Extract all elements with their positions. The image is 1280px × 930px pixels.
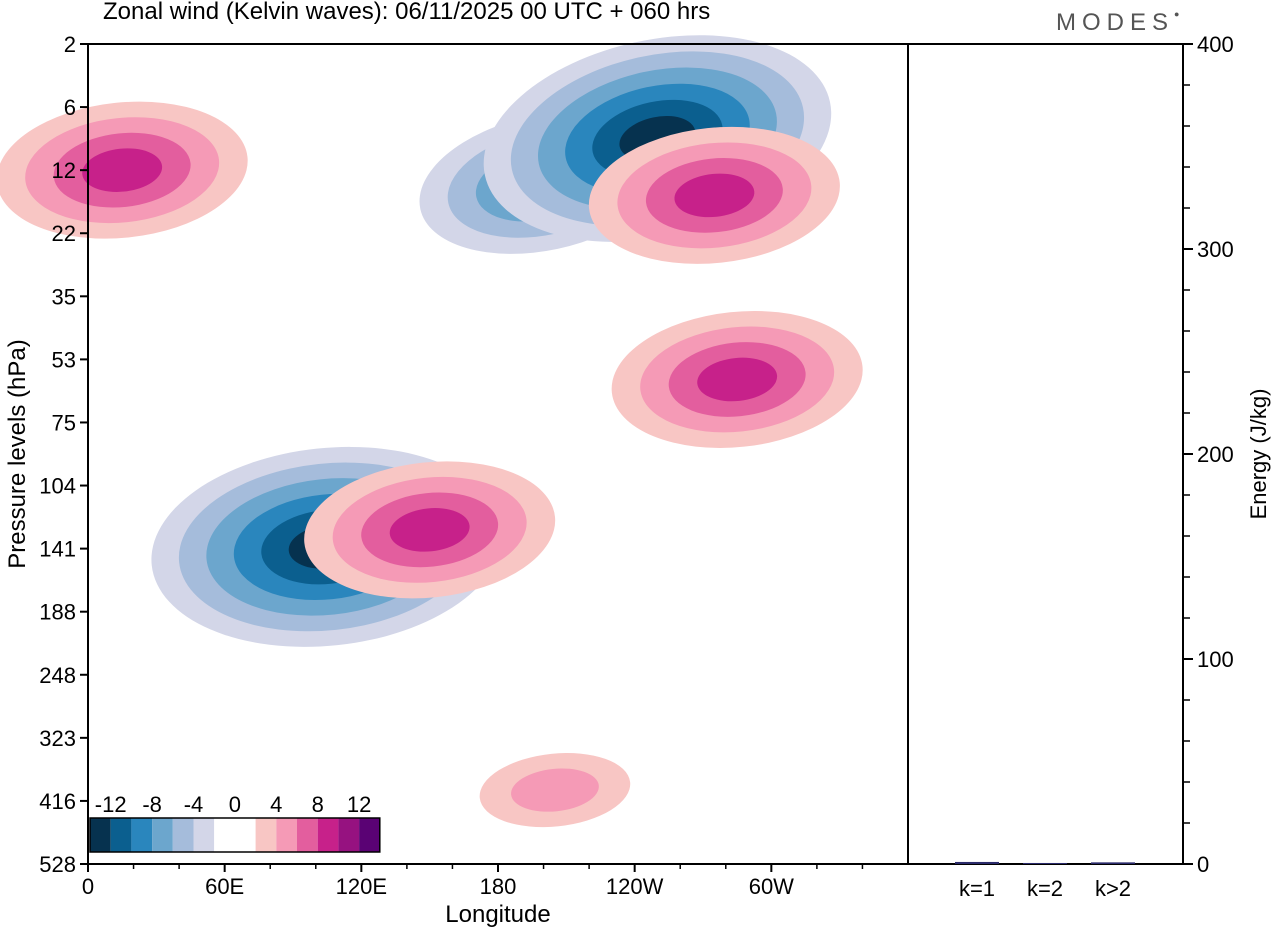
color-legend: -12 -8 -4 0 4 8 12: [89, 792, 381, 853]
wind-contour: [82, 148, 163, 192]
legend-label: 4: [270, 792, 282, 817]
legend-swatch: [338, 818, 360, 852]
x-tick-label: 60W: [749, 874, 794, 899]
energy-tick-label: 100: [1197, 647, 1234, 672]
wind-feature: [0, 101, 248, 239]
energy-bar: [1091, 862, 1135, 864]
brand-mark: ●: [1174, 9, 1180, 19]
wind-feature: [588, 126, 840, 264]
legend-swatch: [317, 818, 339, 852]
legend-swatch: [359, 818, 380, 852]
energy-tick-label: 400: [1197, 32, 1234, 57]
energy-bar: [1023, 862, 1067, 864]
legend-label: -4: [184, 792, 204, 817]
legend-swatch: [110, 818, 132, 852]
chart-title: Zonal wind (Kelvin waves): 06/11/2025 00…: [103, 0, 711, 25]
legend-swatch: [214, 818, 235, 852]
wind-contour: [511, 768, 599, 812]
energy-axis: 0 100 200 300 400: [1183, 32, 1234, 877]
legend-swatch: [131, 818, 153, 852]
y-tick-label: 53: [52, 347, 76, 372]
wind-contour: [697, 357, 778, 402]
longitude-axis: 0 60E 120E 180 120W 60W: [82, 864, 864, 899]
legend-label: -8: [142, 792, 162, 817]
wind-contour: [674, 173, 755, 218]
energy-bars: k=1 k=2 k>2: [955, 861, 1135, 901]
wind-feature: [479, 753, 631, 828]
y-tick-label: 248: [39, 663, 76, 688]
y-tick-label: 416: [39, 789, 76, 814]
wind-contour: [389, 508, 470, 552]
legend-swatch: [152, 818, 173, 852]
legend-label: 0: [229, 792, 241, 817]
y-tick-label: 22: [52, 221, 76, 246]
wind-field: [0, 35, 863, 828]
y-tick-label: 2: [64, 32, 76, 57]
y-tick-label: 141: [39, 537, 76, 562]
energy-category-label: k=2: [1027, 876, 1063, 901]
y-tick-label: 104: [39, 474, 76, 499]
legend-swatch: [297, 818, 318, 852]
pressure-axis: 2 6 12 22 35 53 75 104 141 188 248 323 416 528: [39, 32, 88, 877]
y-tick-label: 35: [52, 284, 76, 309]
y-tick-label: 528: [39, 852, 76, 877]
legend-label: -12: [95, 792, 127, 817]
y-tick-label: 188: [39, 600, 76, 625]
energy-tick-label: 0: [1197, 852, 1209, 877]
energy-axis-label: Energy (J/kg): [1246, 389, 1271, 520]
legend-swatch: [172, 818, 194, 852]
y-tick-label: 12: [52, 158, 76, 183]
legend-frame: [89, 817, 381, 853]
energy-category-label: k>2: [1095, 876, 1131, 901]
wind-feature: [611, 310, 863, 448]
energy-tick-label: 200: [1197, 442, 1234, 467]
y-axis-label: Pressure levels (hPa): [4, 339, 31, 568]
legend-swatch: [255, 818, 277, 852]
y-tick-label: 75: [52, 410, 76, 435]
heatmap-panel: 2 6 12 22 35 53 75 104 141 188 248 323 416 528 0 60E 12…: [0, 32, 909, 928]
x-tick-label: 0: [82, 874, 94, 899]
brand-logo: MODES●: [1056, 9, 1179, 37]
x-tick-label: 120E: [336, 874, 387, 899]
legend-label: 8: [312, 792, 324, 817]
x-tick-label: 60E: [205, 874, 244, 899]
legend-swatch: [193, 818, 215, 852]
legend-swatch: [276, 818, 297, 852]
x-tick-label: 120W: [606, 874, 664, 899]
x-axis-label: Longitude: [445, 901, 550, 928]
legend-swatch: [90, 818, 111, 852]
x-tick-label: 180: [480, 874, 517, 899]
wind-feature: [304, 461, 556, 599]
brand-text: MODES: [1056, 9, 1175, 36]
energy-panel: 0 100 200 300 400 k=1 k=2 k>2 Energy (J/kg): [908, 32, 1271, 901]
energy-category-label: k=1: [959, 876, 995, 901]
legend-swatch: [234, 818, 256, 852]
energy-tick-label: 300: [1197, 237, 1234, 262]
energy-bar: [955, 861, 999, 864]
y-tick-label: 6: [64, 95, 76, 120]
legend-label: 12: [347, 792, 371, 817]
y-tick-label: 323: [39, 726, 76, 751]
